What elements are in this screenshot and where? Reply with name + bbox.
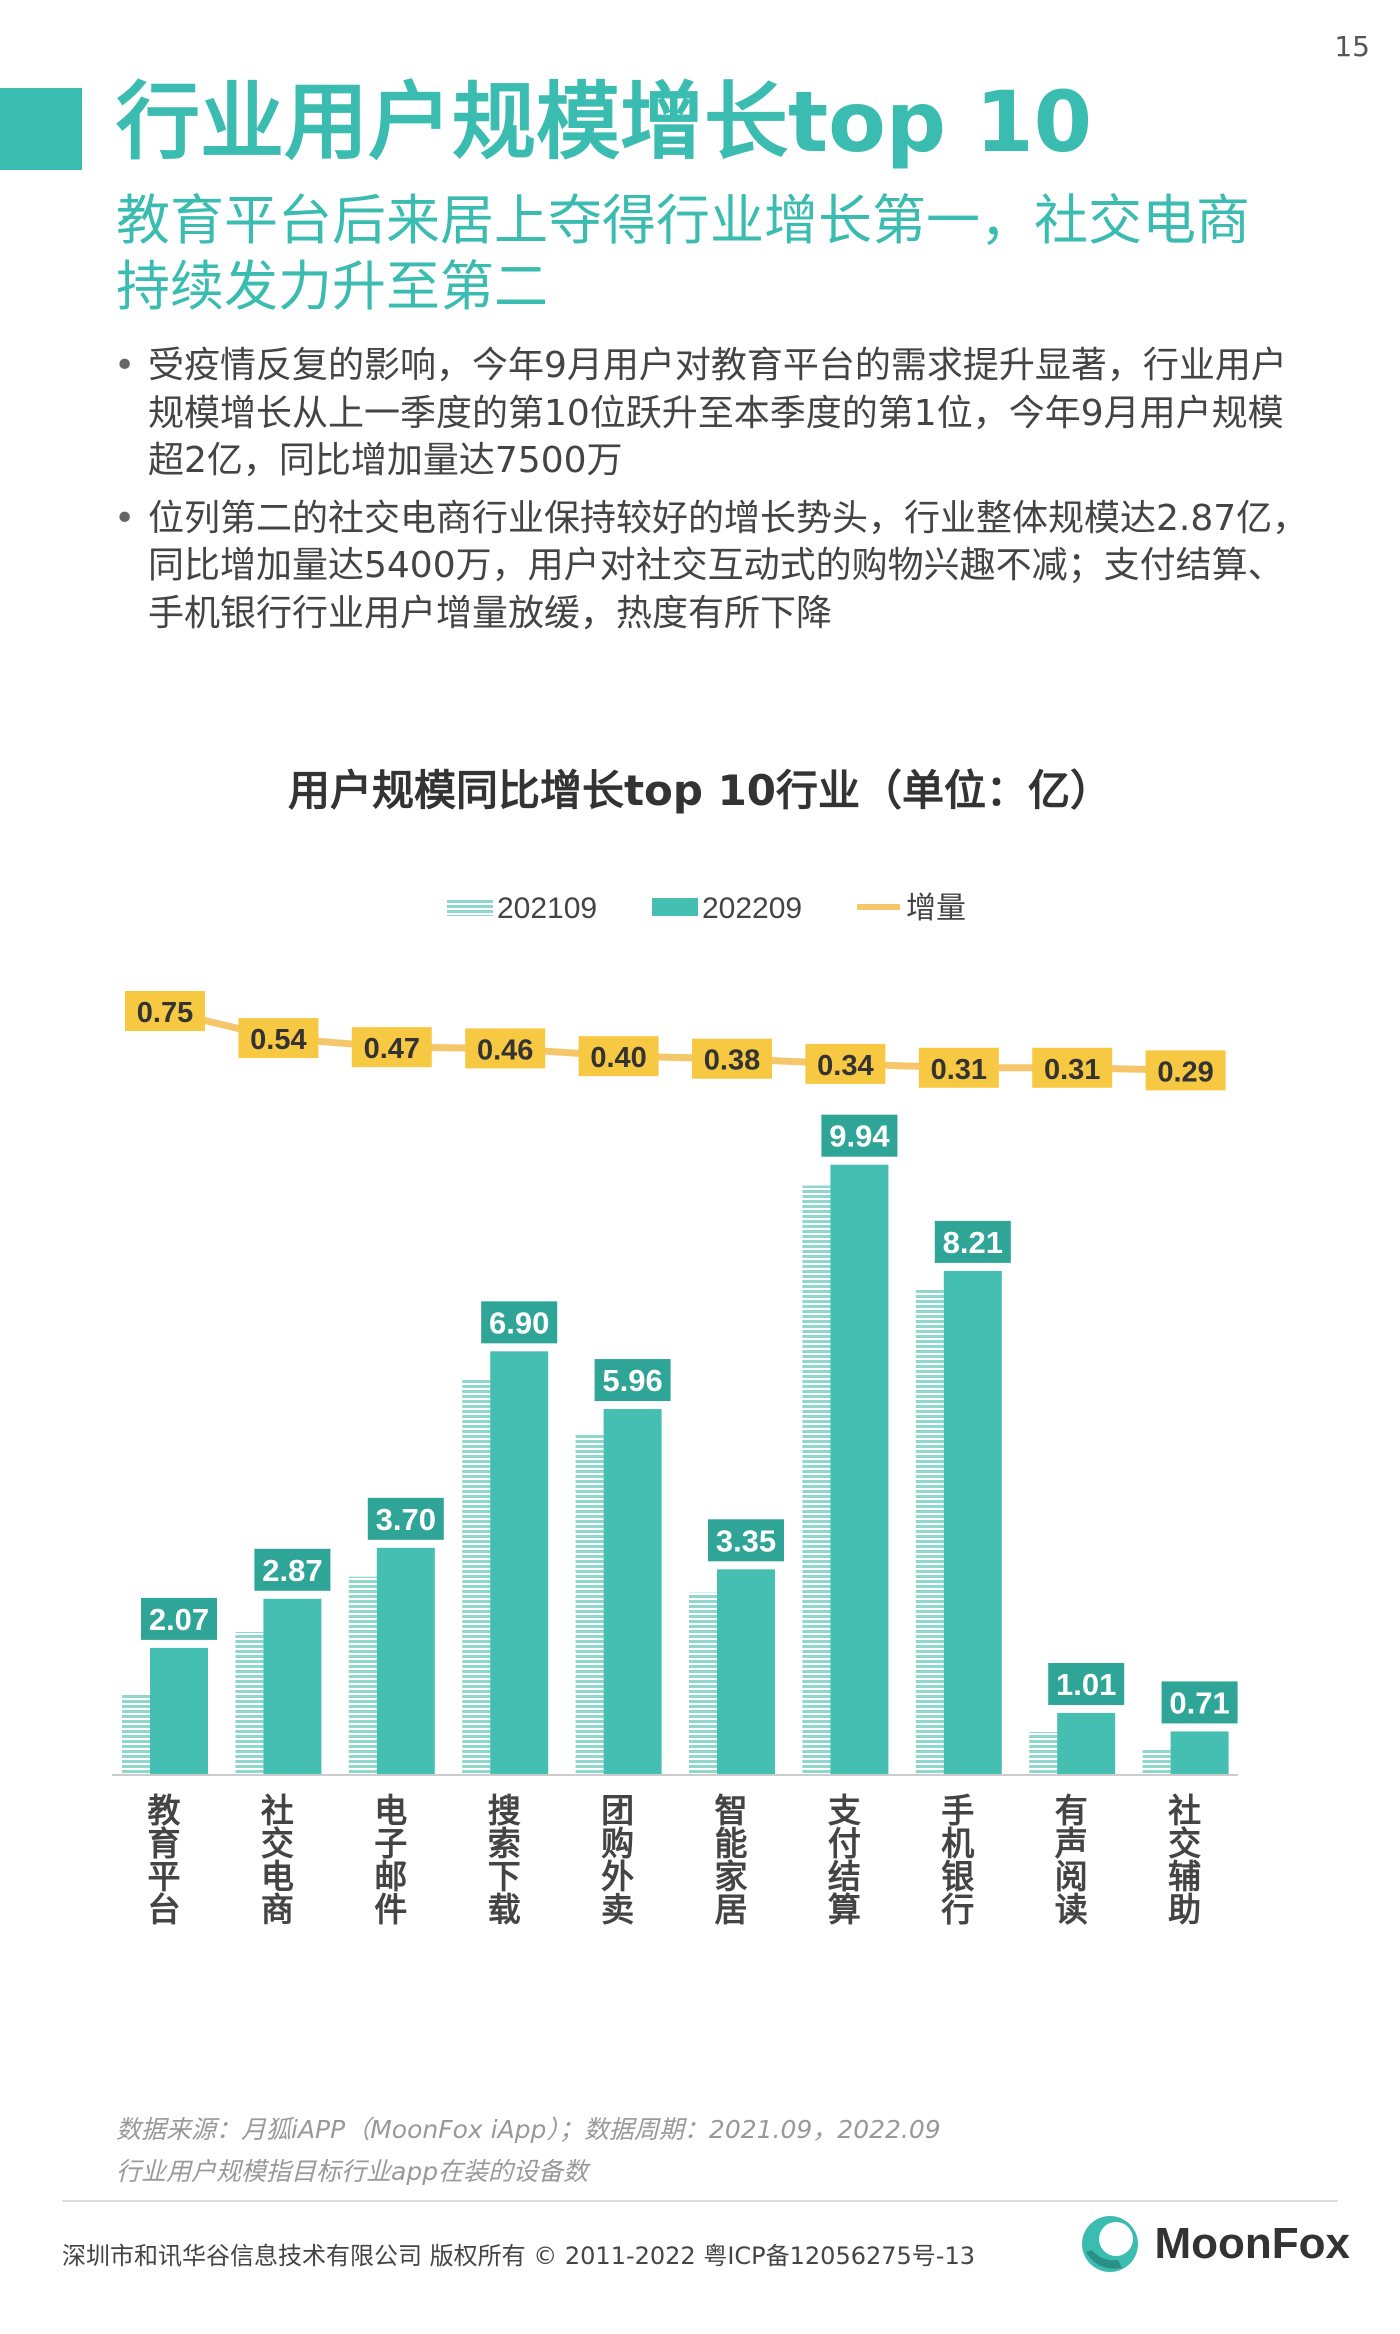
- category-label-6: 智能家居: [715, 1791, 748, 1929]
- page-number: 15: [1334, 30, 1370, 63]
- bar-value-label-8: 8.21: [943, 1225, 1003, 1260]
- bar-202209-5: [603, 1409, 662, 1775]
- bar-value-label-10: 0.71: [1169, 1685, 1229, 1720]
- increment-label-bg-5: [578, 1036, 659, 1077]
- copyright-text: 深圳市和讯华谷信息技术有限公司 版权所有 © 2011-2022 粤ICP备12…: [62, 2242, 975, 2270]
- bar-value-label-1: 2.07: [149, 1602, 209, 1637]
- bar-202209-10: [1170, 1731, 1229, 1775]
- bar-202109-4: [462, 1379, 491, 1775]
- chart-legend: 202109 202209 增量: [447, 891, 966, 926]
- increment-value-label-10: 0.29: [1157, 1056, 1213, 1088]
- increment-label-bg-7: [805, 1043, 886, 1084]
- chart: 202109 202209 增量 2.07 2.87 3.70 6.90 5.96 3.3…: [112, 891, 1238, 1929]
- bar-202109-7: [802, 1185, 831, 1775]
- bar-202109-8: [915, 1289, 944, 1775]
- increment-value-label-3: 0.47: [364, 1033, 420, 1065]
- moonfox-logo: MoonFox: [1078, 2212, 1350, 2276]
- legend-label-202209: 202209: [702, 892, 802, 925]
- category-label-5: 团购外卖: [601, 1791, 634, 1929]
- bar-202209-2: [263, 1598, 322, 1775]
- increment-value-label-2: 0.54: [250, 1024, 306, 1056]
- increment-label-bg-8: [918, 1047, 999, 1088]
- category-label-8: 手机银行: [940, 1791, 974, 1929]
- chart-title: 用户规模同比增长top 10行业（单位：亿）: [287, 766, 1113, 815]
- bullet-item-2: 位列第二的社交电商行业保持较好的增长势头，行业整体规模达2.87亿，同比增加量达…: [110, 495, 1310, 638]
- bar-label-bg-10: [1161, 1681, 1238, 1724]
- increment-label-bg-1: [125, 991, 205, 1031]
- bar-label-bg-8: [934, 1220, 1011, 1263]
- bar-label-bg-4: [481, 1301, 558, 1344]
- increment-value-label-7: 0.34: [817, 1050, 873, 1082]
- category-label-3: 电子邮件: [374, 1791, 407, 1929]
- bar-value-label-2: 2.87: [262, 1553, 322, 1588]
- increment-label-bg-6: [692, 1038, 772, 1079]
- increment-label-bg-4: [465, 1028, 546, 1069]
- legend-label-increment: 增量: [906, 891, 966, 926]
- bar-202109-1: [122, 1693, 150, 1775]
- definition-note: 行业用户规模指目标行业app在装的设备数: [116, 2157, 589, 2186]
- legend-swatch-202209: [652, 898, 698, 916]
- bar-label-bg-6: [708, 1519, 784, 1562]
- increment-label-bg-10: [1145, 1050, 1226, 1091]
- category-label-2: 社交电商: [261, 1791, 294, 1929]
- bar-202209-9: [1057, 1712, 1116, 1775]
- bar-label-bg-9: [1048, 1662, 1125, 1705]
- category-label-1: 教育平台: [148, 1791, 181, 1929]
- increment-value-label-1: 0.75: [137, 997, 193, 1029]
- page-title: 行业用户规模增长top 10: [116, 73, 1093, 171]
- increment-label-bg-3: [351, 1027, 432, 1068]
- bullet-item-1: 受疫情反复的影响，今年9月用户对教育平台的需求提升显著，行业用户规模增长从上一季…: [110, 342, 1310, 485]
- bar-202109-3: [348, 1576, 377, 1775]
- bar-label-bg-2: [254, 1548, 331, 1591]
- bar-label-bg-7: [821, 1114, 898, 1157]
- increment-label-bg-2: [238, 1018, 319, 1059]
- logo-text: MoonFox: [1154, 2219, 1350, 2268]
- footer-divider: [62, 2200, 1338, 2202]
- bar-value-label-4: 6.90: [489, 1305, 549, 1340]
- bar-value-label-6: 3.35: [716, 1523, 776, 1558]
- bar-202209-8: [943, 1270, 1002, 1775]
- bar-202109-2: [235, 1631, 264, 1775]
- title-accent-block: [0, 88, 82, 170]
- bar-202209-6: [717, 1569, 775, 1775]
- category-label-10: 社交辅助: [1168, 1791, 1201, 1929]
- legend-label-202109: 202109: [497, 892, 597, 925]
- increment-value-label-5: 0.40: [590, 1042, 646, 1074]
- page-subtitle: 教育平台后来居上夺得行业增长第一，社交电商持续发力升至第二: [116, 189, 1250, 318]
- bar-label-bg-5: [594, 1359, 671, 1402]
- bar-value-label-9: 1.01: [1056, 1667, 1116, 1702]
- bar-202209-3: [376, 1547, 435, 1775]
- increment-label-bg-9: [1032, 1047, 1113, 1088]
- increment-value-label-4: 0.46: [477, 1034, 533, 1066]
- increment-value-label-8: 0.31: [931, 1054, 987, 1086]
- bar-value-label-3: 3.70: [376, 1502, 436, 1537]
- bar-label-bg-3: [367, 1497, 444, 1540]
- bullet-list: 受疫情反复的影响，今年9月用户对教育平台的需求提升显著，行业用户规模增长从上一季…: [110, 342, 1310, 647]
- bar-202209-4: [490, 1351, 549, 1775]
- category-label-9: 有声阅读: [1055, 1791, 1088, 1929]
- bar-202209-1: [150, 1647, 208, 1775]
- bar-202109-6: [689, 1592, 717, 1775]
- bar-202109-10: [1142, 1749, 1171, 1775]
- bar-value-label-5: 5.96: [602, 1363, 662, 1398]
- category-label-7: 支付结算: [828, 1791, 861, 1929]
- category-label-4: 搜索下载: [488, 1791, 521, 1929]
- bar-202109-5: [575, 1433, 604, 1775]
- moonfox-logo-icon: [1082, 2216, 1139, 2272]
- increment-series-line: [164, 1007, 1186, 1074]
- bar-202209-7: [830, 1164, 889, 1775]
- increment-value-label-6: 0.38: [704, 1045, 760, 1077]
- increment-value-label-9: 0.31: [1044, 1054, 1100, 1086]
- legend-swatch-202109: [447, 898, 493, 916]
- bar-202109-9: [1029, 1732, 1058, 1775]
- bar-label-bg-1: [141, 1597, 217, 1640]
- source-note: 数据来源：月狐iAPP（MoonFox iApp）；数据周期：2021.09，2…: [116, 2115, 941, 2144]
- bar-value-label-7: 9.94: [829, 1119, 890, 1154]
